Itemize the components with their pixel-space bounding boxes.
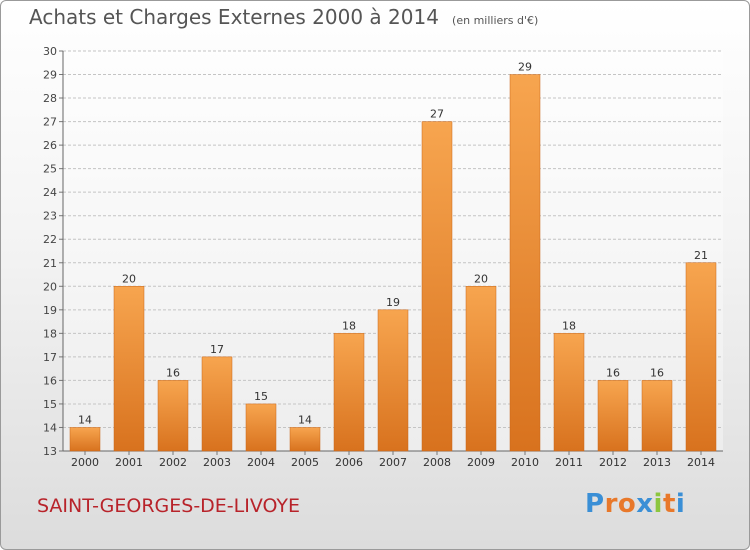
logo-letter: r xyxy=(604,489,618,519)
y-tick-label: 20 xyxy=(43,280,57,293)
place-name: SAINT-GEORGES-DE-LIVOYE xyxy=(37,495,301,517)
bar xyxy=(157,380,189,452)
y-tick-label: 22 xyxy=(43,233,57,246)
bar-value-label: 16 xyxy=(606,366,620,379)
bar xyxy=(465,286,497,452)
x-tick-label: 2007 xyxy=(379,456,407,469)
logo-letter: o xyxy=(617,489,637,519)
logo-letter: t xyxy=(662,489,676,519)
proxiti-logo[interactable]: Proxiti xyxy=(585,489,685,519)
bar xyxy=(509,74,541,452)
bar-value-label: 16 xyxy=(650,366,664,379)
y-tick-label: 25 xyxy=(43,163,57,176)
y-tick-label: 13 xyxy=(43,445,57,458)
x-tick-label: 2003 xyxy=(203,456,231,469)
x-tick-label: 2014 xyxy=(687,456,715,469)
bar xyxy=(333,333,365,452)
bar-value-label: 14 xyxy=(298,413,312,426)
bar xyxy=(245,403,277,452)
logo-letter: x xyxy=(636,489,654,519)
chart-title-row: Achats et Charges Externes 2000 à 2014 (… xyxy=(29,5,538,29)
bar-value-label: 17 xyxy=(210,343,224,356)
bar-value-label: 19 xyxy=(386,296,400,309)
bar xyxy=(69,427,101,452)
bar xyxy=(421,121,453,452)
y-tick-label: 14 xyxy=(43,421,57,434)
y-tick-label: 24 xyxy=(43,186,57,199)
bar-value-label: 27 xyxy=(430,108,444,121)
x-tick-label: 2013 xyxy=(643,456,671,469)
bar-value-label: 20 xyxy=(122,272,136,285)
y-tick-label: 17 xyxy=(43,351,57,364)
bar xyxy=(289,427,321,452)
bar-value-label: 18 xyxy=(562,319,576,332)
y-tick-label: 16 xyxy=(43,374,57,387)
bar-value-label: 21 xyxy=(694,249,708,262)
y-tick-label: 23 xyxy=(43,210,57,223)
bar-value-label: 16 xyxy=(166,366,180,379)
x-tick-label: 2012 xyxy=(599,456,627,469)
y-tick-label: 28 xyxy=(43,92,57,105)
chart-unit-label: (en milliers d'€) xyxy=(452,14,539,27)
bar xyxy=(201,356,233,452)
bar-value-label: 20 xyxy=(474,272,488,285)
bar-value-label: 18 xyxy=(342,319,356,332)
x-tick-label: 2009 xyxy=(467,456,495,469)
y-tick-label: 21 xyxy=(43,257,57,270)
y-tick-label: 18 xyxy=(43,327,57,340)
y-tick-label: 26 xyxy=(43,139,57,152)
bar-value-label: 29 xyxy=(518,61,532,74)
logo-letter: P xyxy=(585,489,605,519)
x-tick-label: 2001 xyxy=(115,456,143,469)
y-tick-label: 15 xyxy=(43,398,57,411)
logo-letter: i xyxy=(653,489,663,519)
bar xyxy=(685,262,717,452)
x-tick-label: 2008 xyxy=(423,456,451,469)
bar-value-label: 14 xyxy=(78,413,92,426)
chart-title: Achats et Charges Externes 2000 à 2014 xyxy=(29,5,439,29)
x-tick-label: 2010 xyxy=(511,456,539,469)
x-tick-label: 2000 xyxy=(71,456,99,469)
x-tick-label: 2006 xyxy=(335,456,363,469)
y-tick-label: 30 xyxy=(43,45,57,58)
x-tick-label: 2011 xyxy=(555,456,583,469)
bar xyxy=(113,286,145,452)
bar xyxy=(597,380,629,452)
y-tick-label: 29 xyxy=(43,69,57,82)
logo-letter: i xyxy=(675,489,686,519)
y-tick-label: 19 xyxy=(43,304,57,317)
bar xyxy=(641,380,673,452)
bar xyxy=(553,333,585,452)
x-tick-label: 2004 xyxy=(247,456,275,469)
y-tick-label: 27 xyxy=(43,116,57,129)
x-tick-label: 2002 xyxy=(159,456,187,469)
bar-value-label: 15 xyxy=(254,390,268,403)
bar xyxy=(377,309,409,452)
x-tick-label: 2005 xyxy=(291,456,319,469)
